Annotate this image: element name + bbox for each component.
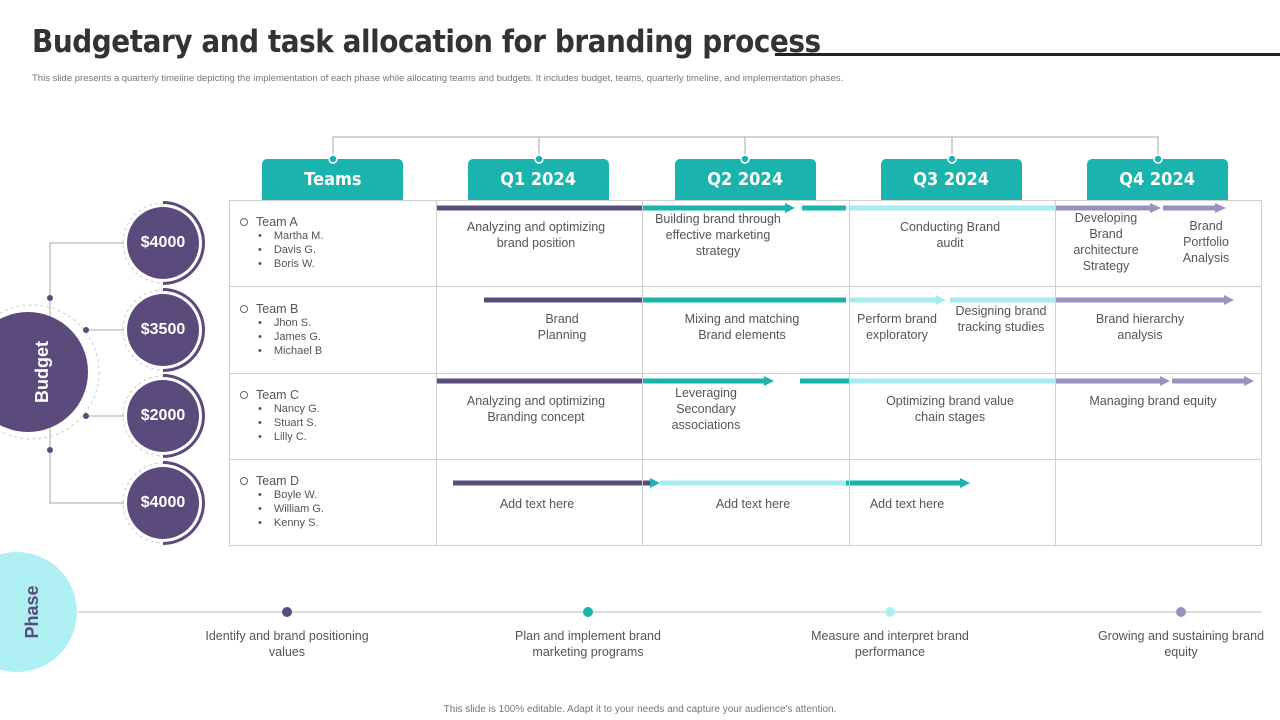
team-a: Team A Martha M. Davis G. Boris W. <box>240 215 323 271</box>
phase-item: Measure and interpret brand performance <box>811 629 969 659</box>
team-member: Kenny S. <box>258 516 324 530</box>
grid-divider <box>229 459 1262 460</box>
task-label: Add text here <box>715 497 791 511</box>
team-member: William G. <box>258 502 324 516</box>
footer-note: This slide is 100% editable. Adapt it to… <box>443 704 837 715</box>
task-label: Mixing and matching Brand elements <box>684 312 800 342</box>
header-teams: Teams <box>262 159 403 200</box>
grid-divider <box>229 373 1262 374</box>
team-member: Davis G. <box>258 243 323 257</box>
task-label: Developing Brand architecture Strategy <box>1073 211 1139 273</box>
team-member: James G. <box>258 330 322 344</box>
team-member: Jhon S. <box>258 316 322 330</box>
row-c-bars <box>437 376 1254 386</box>
phase-label: Phase <box>22 585 42 639</box>
task-label: Analyzing and optimizing brand position <box>466 220 606 250</box>
phase-item: Plan and implement brand marketing progr… <box>515 629 661 659</box>
task-label: Managing brand equity <box>1089 394 1217 408</box>
team-d: Team D Boyle W. William G. Kenny S. <box>240 474 324 530</box>
team-b: Team B Jhon S. James G. Michael B <box>240 302 322 358</box>
team-member: Stuart S. <box>258 416 320 430</box>
phase-item: Identify and brand positioning values <box>205 629 369 659</box>
team-member: Michael B <box>258 344 322 358</box>
task-label: Brand Portfolio Analysis <box>1182 219 1230 265</box>
budget-amount: $4000 <box>127 467 199 539</box>
team-member: Boyle W. <box>258 488 324 502</box>
header-q2: Q2 2024 <box>675 159 816 200</box>
budget-amount: $3500 <box>127 294 199 366</box>
bullet-icon <box>240 218 248 226</box>
team-member: Nancy G. <box>258 402 320 416</box>
row-a-bars <box>437 203 1226 213</box>
task-label: Leveraging Secondary associations <box>671 386 741 432</box>
task-label: Brand hierarchy analysis <box>1095 312 1185 342</box>
budget-amount: $4000 <box>127 207 199 279</box>
budget-label: Budget <box>32 341 52 403</box>
task-label: Brand Planning <box>537 312 587 342</box>
header-q3: Q3 2024 <box>881 159 1022 200</box>
team-member: Boris W. <box>258 257 323 271</box>
bullet-icon <box>240 477 248 485</box>
task-label: Optimizing brand value chain stages <box>886 394 1014 424</box>
page-subtitle: This slide presents a quarterly timeline… <box>32 73 844 84</box>
row-d-bars <box>453 478 970 488</box>
budget-amount: $2000 <box>127 380 199 452</box>
team-c: Team C Nancy G. Stuart S. Lilly C. <box>240 388 320 444</box>
task-label: Analyzing and optimizing Branding concep… <box>466 394 606 424</box>
header-dots <box>328 154 1163 164</box>
task-label: Designing brand tracking studies <box>955 304 1047 334</box>
team-member: Martha M. <box>258 229 324 243</box>
header-q1: Q1 2024 <box>468 159 609 200</box>
phase-item: Growing and sustaining brand equity <box>1097 629 1265 659</box>
header-q4: Q4 2024 <box>1087 159 1228 200</box>
task-label: Add text here <box>869 497 945 511</box>
team-member: Lilly C. <box>258 430 320 444</box>
row-b-bars <box>484 295 1234 305</box>
task-label: Perform brand exploratory <box>857 312 937 342</box>
title-rule <box>775 53 1280 56</box>
task-label: Add text here <box>499 497 575 511</box>
bullet-icon <box>240 391 248 399</box>
task-label: Conducting Brand audit <box>899 220 1001 250</box>
page-title: Budgetary and task allocation for brandi… <box>32 24 821 60</box>
task-label: Building brand through effective marketi… <box>655 212 781 258</box>
bullet-icon <box>240 305 248 313</box>
grid-divider <box>229 286 1262 287</box>
